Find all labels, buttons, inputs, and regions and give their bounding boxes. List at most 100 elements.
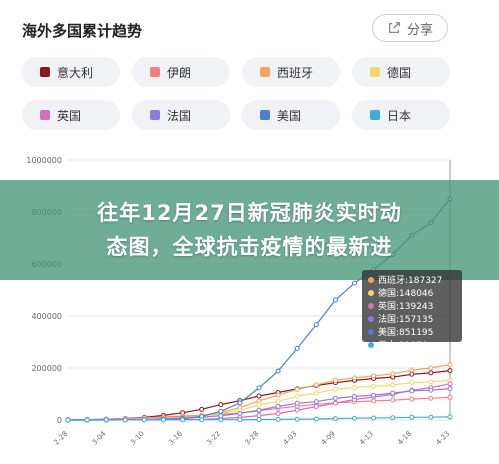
data-point (332, 395, 338, 401)
data-point (447, 414, 453, 420)
y-tick-label: 200000 (31, 364, 62, 373)
legend-label: 伊朗 (167, 65, 192, 80)
x-tick-label: 4-13 (358, 430, 375, 447)
data-point (256, 413, 262, 419)
data-point (428, 414, 434, 420)
data-point (428, 379, 434, 385)
data-point (409, 380, 415, 386)
chart-tooltip: 西班牙:187327 德国:148046 英国:139243 法国:157135 美国:… (362, 270, 462, 351)
tooltip-text: 美国:851195 (378, 328, 434, 338)
legend-label: 西班牙 (277, 65, 314, 80)
legend-item-6[interactable]: 美国 (242, 100, 340, 130)
tooltip-text: 德国:148046 (378, 289, 434, 299)
data-point (447, 362, 453, 368)
data-point (352, 393, 357, 399)
data-point (313, 404, 319, 410)
legend-item-7[interactable]: 日本 (352, 100, 450, 130)
data-point (256, 417, 262, 423)
tooltip-dot (368, 315, 374, 322)
data-point (428, 387, 434, 393)
tooltip-text: 英国:139243 (378, 302, 434, 312)
data-point (428, 365, 434, 371)
share-label: 分享 (406, 22, 433, 38)
headline-banner: 往年12月27日新冠肺炎实时动 态图，全球抗击疫情的最新进 (0, 180, 499, 280)
page-title: 海外多国累计趋势 (22, 22, 143, 40)
data-point (237, 400, 243, 406)
tooltip-row-0: 西班牙:187327 (368, 273, 456, 286)
data-point (256, 407, 262, 413)
legend: 意大利 伊朗 西班牙 德国英国 法国 美国 日本 (22, 57, 452, 130)
data-point (294, 400, 300, 406)
data-point (352, 385, 357, 391)
data-point (256, 398, 262, 404)
data-point (332, 377, 338, 383)
data-point (294, 407, 300, 413)
data-point (294, 393, 300, 399)
x-tick-label: 3-10 (129, 430, 146, 447)
data-point (313, 399, 319, 405)
x-tick-label: 4-03 (282, 430, 299, 447)
data-point (256, 385, 262, 391)
legend-swatch (370, 67, 380, 77)
line-chart: 100000080000060000040000020000002-283-04… (26, 156, 453, 447)
legend-swatch (260, 67, 270, 77)
tooltip-dot (368, 289, 374, 296)
y-tick-label: 0 (57, 416, 62, 425)
legend-item-2[interactable]: 西班牙 (242, 57, 340, 87)
data-point (256, 393, 262, 399)
data-point (409, 367, 415, 373)
data-point (294, 345, 300, 351)
data-point (332, 416, 338, 422)
banner-line-2: 态图，全球抗击疫情的最新进 (106, 235, 393, 259)
tooltip-dot (368, 341, 374, 348)
data-point (447, 394, 453, 400)
legend-label: 意大利 (57, 65, 94, 80)
x-tick-label: 4-18 (396, 430, 413, 447)
data-point (352, 375, 357, 381)
tooltip-text: 日本:11950 (378, 341, 428, 351)
x-tick-label: 3-28 (244, 430, 261, 447)
data-point (390, 371, 396, 377)
tooltip-dot (368, 302, 374, 309)
data-point (199, 417, 205, 423)
data-point (447, 368, 453, 374)
legend-item-4[interactable]: 英国 (22, 100, 120, 130)
x-tick-label: 4-09 (320, 430, 337, 447)
legend-swatch (370, 110, 380, 120)
data-point (275, 392, 281, 398)
data-point (237, 410, 243, 416)
tooltip-dot (368, 328, 374, 335)
data-point (199, 406, 205, 412)
legend-label: 德国 (387, 65, 412, 80)
data-point (390, 415, 396, 421)
x-tick-label: 3-22 (205, 430, 222, 447)
data-point (275, 410, 281, 416)
data-point (313, 416, 319, 422)
data-point (447, 381, 453, 387)
data-point (352, 280, 357, 286)
y-tick-label: 400000 (31, 312, 62, 321)
legend-label: 美国 (277, 108, 302, 123)
data-point (428, 370, 434, 376)
data-point (409, 414, 415, 420)
legend-label: 法国 (167, 108, 192, 123)
data-point (428, 395, 434, 401)
data-point (237, 417, 243, 423)
data-point (371, 383, 377, 389)
legend-swatch (150, 110, 160, 120)
legend-item-1[interactable]: 伊朗 (132, 57, 230, 87)
data-point (371, 392, 377, 398)
data-point (122, 417, 128, 423)
data-point (275, 398, 281, 404)
data-point (103, 417, 109, 423)
data-point (371, 373, 377, 379)
share-icon (388, 22, 400, 34)
legend-item-0[interactable]: 意大利 (22, 57, 120, 87)
data-point (409, 388, 415, 394)
legend-item-3[interactable]: 德国 (352, 57, 450, 87)
data-point (275, 368, 281, 374)
legend-item-5[interactable]: 法国 (132, 100, 230, 130)
legend-swatch (40, 110, 50, 120)
x-tick-label: 4-23 (435, 430, 452, 447)
share-button[interactable]: 分享 (372, 14, 448, 42)
